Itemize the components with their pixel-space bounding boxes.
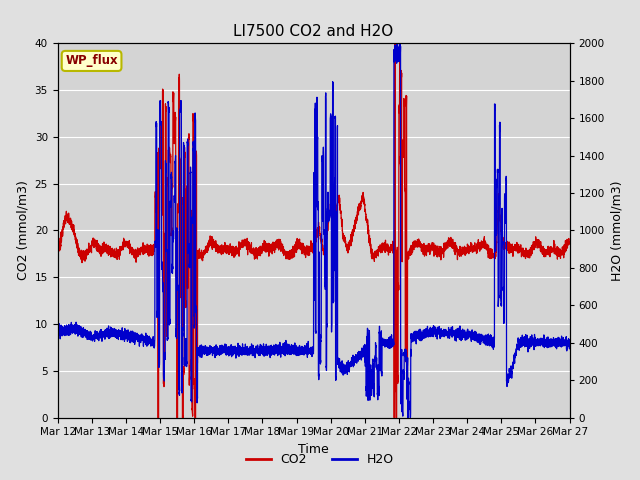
Title: LI7500 CO2 and H2O: LI7500 CO2 and H2O — [234, 24, 394, 39]
X-axis label: Time: Time — [298, 443, 329, 456]
Text: WP_flux: WP_flux — [65, 54, 118, 67]
Y-axis label: H2O (mmol/m3): H2O (mmol/m3) — [611, 180, 623, 281]
Legend: CO2, H2O: CO2, H2O — [241, 448, 399, 471]
Y-axis label: CO2 (mmol/m3): CO2 (mmol/m3) — [16, 180, 29, 280]
